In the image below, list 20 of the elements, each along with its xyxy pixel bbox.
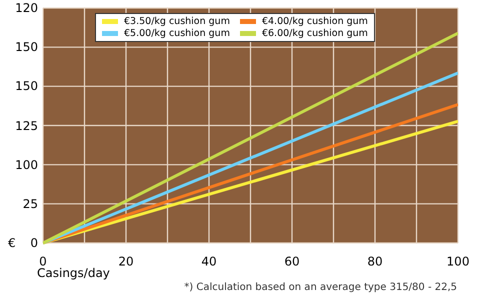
legend-label: €3.50/kg cushion gum <box>124 16 230 27</box>
legend-label: €6.00/kg cushion gum <box>262 28 368 39</box>
x-tick-label: 20 <box>118 254 134 269</box>
x-axis-title: Casings/day <box>37 266 110 280</box>
text: 100 <box>15 156 38 173</box>
x-tick-label: 100 <box>446 254 470 269</box>
x-tick-label: 60 <box>284 254 300 269</box>
y-axis-title: € <box>8 235 16 251</box>
x-tick-label: 0 <box>39 254 47 269</box>
text: 25 <box>22 196 38 212</box>
legend-label: €4.00/kg cushion gum <box>262 16 368 27</box>
x-tick-label: 40 <box>201 254 217 269</box>
text: 0 <box>30 235 38 251</box>
legend-label: €5.00/kg cushion gum <box>124 28 230 39</box>
x-tick-label: 80 <box>367 254 383 269</box>
text: *) Calculation based on an average type 315/80 - 22,5 <box>184 282 457 293</box>
text: 120 <box>15 0 38 16</box>
text: 150 <box>15 39 38 56</box>
text: 125 <box>15 118 38 134</box>
text: 150 <box>15 78 38 94</box>
